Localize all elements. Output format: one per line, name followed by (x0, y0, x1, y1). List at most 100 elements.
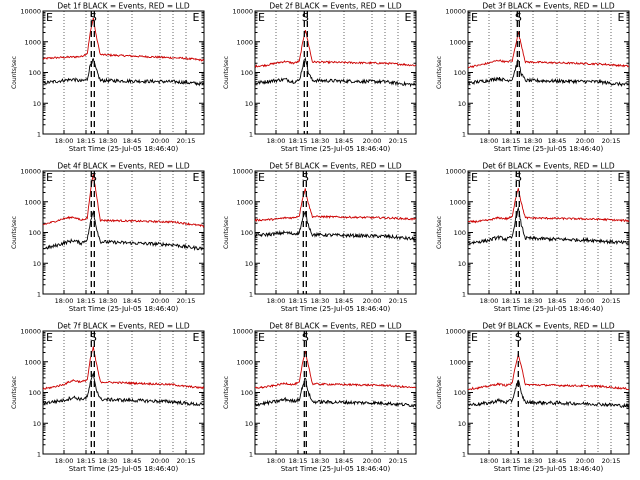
phase-label: S (302, 331, 309, 344)
x-tick-label: 18:00 (55, 137, 74, 145)
x-tick-label: 20:00 (576, 137, 595, 145)
y-tick-label: 10 (458, 100, 466, 108)
y-tick-label: 1 (37, 291, 41, 299)
y-tick-label: 10 (245, 420, 253, 428)
plot-frame (42, 10, 205, 135)
chart-panel-1: Det 1f BLACK = Events, RED = LLD 1 10 100 10… (11, 2, 205, 153)
y-tick-label: 10000 (232, 168, 253, 176)
x-tick-label: 20:15 (602, 137, 621, 145)
phase-label: E (404, 171, 411, 184)
series-group (468, 31, 629, 87)
x-tick-label: 18:00 (55, 457, 74, 465)
series-line-events (255, 377, 416, 408)
x-tick-label: 18:30 (524, 137, 543, 145)
series-line-lld (255, 188, 416, 223)
y-tick-label: 10 (33, 100, 41, 108)
series-line-events (43, 57, 204, 87)
phase-label: E (258, 171, 265, 184)
series-group (468, 353, 629, 409)
x-tick-label: 18:45 (123, 297, 142, 305)
x-tick-label: 20:00 (576, 457, 595, 465)
y-tick-label: 10000 (445, 168, 466, 176)
phase-label: S (302, 11, 309, 24)
x-tick-label: 20:00 (363, 457, 382, 465)
y-tick-label: 10000 (20, 8, 41, 16)
y-tick-label: 1 (462, 451, 466, 459)
x-axis-label: Start Time (25-Jul-05 18:46:40) (281, 305, 391, 313)
y-tick-label: 1000 (236, 358, 253, 366)
x-tick-label: 18:15 (289, 137, 308, 145)
phase-label: E (404, 11, 411, 24)
y-tick-label: 1 (249, 131, 253, 139)
phase-label: S (515, 11, 522, 24)
y-axis-label: Counts/sec (436, 56, 443, 89)
x-tick-label: 18:45 (548, 297, 567, 305)
y-tick-label: 10000 (20, 328, 41, 336)
y-axis-label: Counts/sec (11, 56, 18, 89)
x-tick-label: 18:15 (502, 457, 521, 465)
series-line-lld (43, 174, 204, 228)
x-tick-label: 20:00 (576, 297, 595, 305)
chart-title: Det 5f BLACK = Events, RED = LLD (269, 162, 402, 171)
y-axis-label: Counts/sec (11, 216, 18, 249)
plot-frame (467, 10, 630, 135)
phase-label: E (471, 331, 478, 344)
series-group (43, 174, 204, 252)
plot-frame (254, 10, 417, 135)
x-tick-label: 20:15 (177, 457, 196, 465)
x-tick-label: 18:00 (267, 457, 286, 465)
x-tick-label: 20:15 (602, 297, 621, 305)
x-tick-label: 18:15 (289, 457, 308, 465)
x-tick-label: 18:30 (99, 297, 118, 305)
chart-panel-9: Det 9f BLACK = Events, RED = LLD 1 10 100 10… (436, 322, 630, 473)
plot-frame (467, 170, 630, 295)
phase-label: E (192, 171, 199, 184)
x-tick-label: 18:30 (311, 457, 330, 465)
plot-frame (42, 170, 205, 295)
x-tick-label: 18:45 (335, 137, 354, 145)
series-group (468, 188, 629, 246)
chart-title: Det 2f BLACK = Events, RED = LLD (269, 2, 402, 11)
x-tick-label: 20:15 (389, 297, 408, 305)
x-axis-label: Start Time (25-Jul-05 18:46:40) (69, 145, 179, 153)
x-tick-label: 18:15 (289, 297, 308, 305)
x-tick-label: 18:00 (480, 297, 499, 305)
x-tick-label: 20:15 (602, 457, 621, 465)
y-tick-label: 10000 (445, 8, 466, 16)
chart-panel-2: Det 2f BLACK = Events, RED = LLD 1 10 100 10… (223, 2, 417, 153)
x-tick-label: 18:30 (524, 457, 543, 465)
x-tick-label: 18:00 (480, 137, 499, 145)
y-tick-label: 10000 (20, 168, 41, 176)
y-tick-label: 1000 (24, 358, 41, 366)
y-axis-label: Counts/sec (223, 216, 230, 249)
series-line-events (255, 56, 416, 88)
series-line-events (255, 211, 416, 242)
series-group (255, 188, 416, 242)
x-axis-label: Start Time (25-Jul-05 18:46:40) (69, 465, 179, 473)
phase-label: S (302, 171, 309, 184)
series-line-lld (255, 350, 416, 390)
x-tick-label: 20:15 (389, 137, 408, 145)
phase-label: E (617, 171, 624, 184)
phase-label: S (515, 331, 522, 344)
series-group (255, 350, 416, 408)
chart-title: Det 7f BLACK = Events, RED = LLD (57, 322, 190, 331)
series-line-events (468, 206, 629, 246)
phase-label: E (471, 171, 478, 184)
x-tick-label: 18:45 (335, 297, 354, 305)
y-tick-label: 100 (29, 389, 41, 397)
chart-panel-4: Det 4f BLACK = Events, RED = LLD 1 10 100 10… (11, 162, 205, 313)
y-tick-label: 10000 (232, 8, 253, 16)
y-tick-label: 1000 (236, 198, 253, 206)
x-tick-label: 18:45 (548, 457, 567, 465)
series-line-events (468, 59, 629, 87)
y-axis-label: Counts/sec (436, 216, 443, 249)
x-tick-label: 18:30 (99, 457, 118, 465)
y-tick-label: 1 (462, 131, 466, 139)
phase-label: E (46, 331, 53, 344)
chart-title: Det 4f BLACK = Events, RED = LLD (57, 162, 190, 171)
y-tick-label: 1 (249, 291, 253, 299)
series-line-lld (43, 17, 204, 62)
plot-frame (42, 330, 205, 455)
